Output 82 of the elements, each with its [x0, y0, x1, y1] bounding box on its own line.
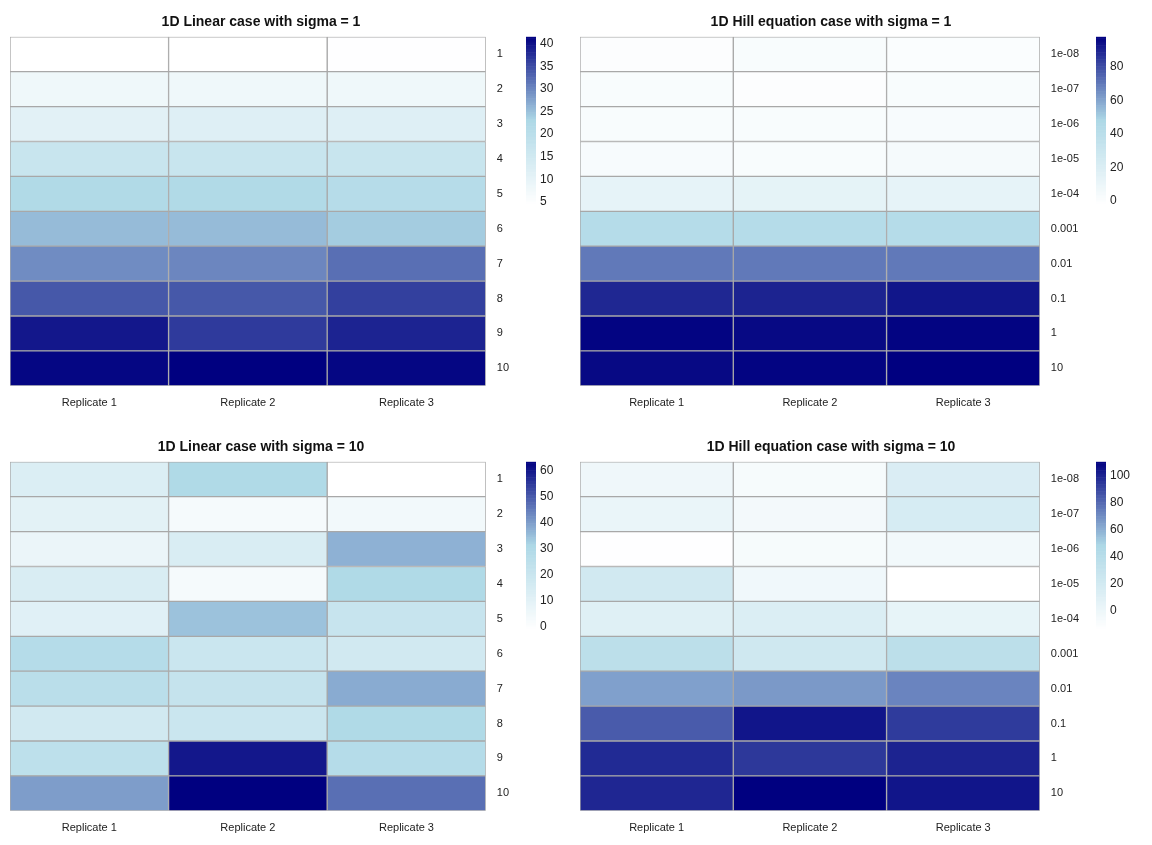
color-bar-label: 50 [540, 489, 554, 504]
y-tick-label: 7 [496, 256, 503, 269]
x-tick-label: Replicate 3 [378, 821, 434, 834]
y-tick-label: 8 [496, 716, 503, 729]
y-tick-label: 10 [1050, 361, 1064, 374]
y-tick-label: 10 [1050, 786, 1064, 799]
x-tick-label: Replicate 3 [935, 396, 991, 409]
color-bar-label: 40 [540, 515, 554, 530]
color-bar-label: 40 [1110, 548, 1124, 563]
color-bar-label: 80 [1110, 494, 1124, 509]
y-tick-label: 1e-07 [1050, 507, 1080, 520]
y-tick-label: 4 [496, 576, 503, 589]
color-bar-label: 10 [540, 171, 554, 186]
y-tick-label: 0.01 [1050, 681, 1073, 694]
y-tick-label: 8 [496, 291, 503, 304]
x-tick-label: Replicate 1 [61, 821, 117, 834]
y-tick-label: 5 [496, 186, 503, 199]
y-tick-label: 0.001 [1050, 646, 1079, 659]
y-tick-label: 0.01 [1050, 256, 1073, 269]
y-tick-label: 1 [1050, 326, 1057, 339]
y-tick-label: 0.1 [1050, 716, 1067, 729]
x-tick-label: Replicate 2 [782, 396, 838, 409]
color-bar-label: 0 [1110, 602, 1117, 617]
chart-title: 1D Hill equation case with sigma = 10 [706, 438, 956, 455]
y-tick-label: 1 [1050, 751, 1057, 764]
y-tick-label: 10 [496, 361, 510, 374]
color-bar-label: 40 [1110, 126, 1124, 141]
y-tick-label: 5 [496, 611, 503, 624]
x-tick-label: Replicate 2 [782, 821, 838, 834]
y-tick-label: 1e-04 [1050, 611, 1080, 624]
color-bar-label: 80 [1110, 59, 1124, 74]
y-tick-label: 3 [496, 117, 503, 130]
color-bar-label: 5 [540, 194, 547, 209]
y-tick-label: 1 [496, 47, 503, 60]
color-bar-label: 30 [540, 81, 554, 96]
chart-title: 1D Hill equation case with sigma = 1 [710, 13, 952, 30]
x-tick-label: Replicate 1 [61, 396, 117, 409]
color-bar-label: 20 [1110, 159, 1124, 174]
y-tick-label: 9 [496, 326, 503, 339]
x-tick-label: Replicate 3 [378, 396, 434, 409]
color-bar-label: 10 [540, 593, 554, 608]
x-tick-label: Replicate 2 [220, 821, 276, 834]
color-bar-label: 0 [540, 619, 547, 634]
y-tick-label: 0.001 [1050, 221, 1079, 234]
y-tick-label: 1e-08 [1050, 472, 1080, 485]
y-tick-label: 6 [496, 221, 503, 234]
color-bar-label: 20 [540, 567, 554, 582]
y-tick-label: 1e-05 [1050, 576, 1080, 589]
x-tick-label: Replicate 3 [935, 821, 991, 834]
chart-title: 1D Linear case with sigma = 10 [157, 438, 365, 455]
y-tick-label: 1e-06 [1050, 542, 1080, 555]
x-tick-label: Replicate 1 [629, 821, 685, 834]
y-tick-label: 1e-06 [1050, 117, 1080, 130]
y-tick-label: 1e-08 [1050, 47, 1080, 60]
color-bar-label: 35 [540, 58, 554, 73]
y-tick-label: 9 [496, 751, 503, 764]
color-bar-label: 20 [540, 126, 554, 141]
y-tick-label: 1e-04 [1050, 186, 1080, 199]
color-bar-label: 30 [540, 541, 554, 556]
y-tick-label: 1e-07 [1050, 82, 1080, 95]
y-tick-label: 1 [496, 472, 503, 485]
color-bar-label: 20 [1110, 575, 1124, 590]
y-tick-label: 10 [496, 786, 510, 799]
color-bar-label: 25 [540, 103, 554, 118]
color-bar-label: 0 [1110, 193, 1117, 208]
y-tick-label: 1e-05 [1050, 151, 1080, 164]
y-tick-label: 0.1 [1050, 291, 1067, 304]
color-bar-label: 100 [1110, 467, 1131, 482]
color-bar-label: 40 [540, 35, 554, 50]
color-bar-label: 60 [1110, 92, 1124, 107]
y-tick-label: 3 [496, 542, 503, 555]
y-tick-label: 6 [496, 646, 503, 659]
color-bar-label: 60 [540, 463, 554, 478]
color-bar-label: 15 [540, 149, 554, 164]
y-tick-label: 7 [496, 681, 503, 694]
x-tick-label: Replicate 2 [220, 396, 276, 409]
y-tick-label: 2 [496, 82, 503, 95]
y-tick-label: 4 [496, 151, 503, 164]
color-bar-label: 60 [1110, 521, 1124, 536]
chart-title: 1D Linear case with sigma = 1 [161, 13, 361, 30]
x-tick-label: Replicate 1 [629, 396, 685, 409]
y-tick-label: 2 [496, 507, 503, 520]
